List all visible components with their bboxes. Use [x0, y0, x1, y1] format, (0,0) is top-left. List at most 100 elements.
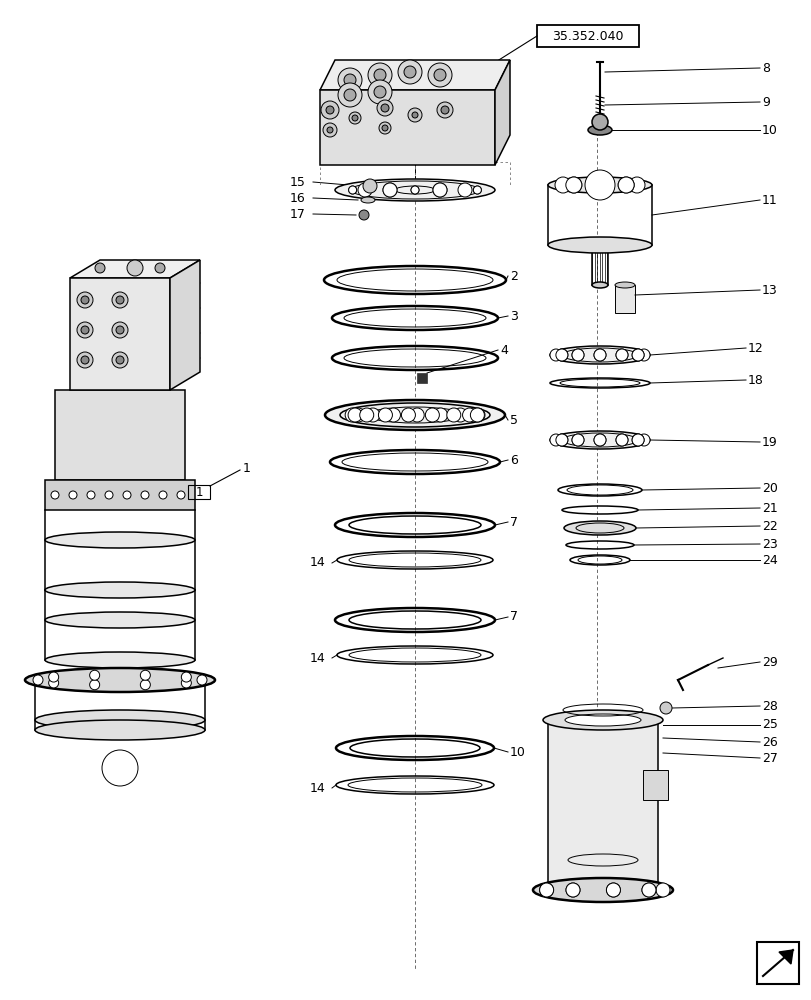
Ellipse shape [549, 346, 649, 364]
Polygon shape [70, 260, 200, 278]
Circle shape [51, 491, 59, 499]
Circle shape [366, 408, 380, 422]
Ellipse shape [614, 282, 634, 288]
Text: 16: 16 [290, 192, 306, 205]
Circle shape [440, 106, 448, 114]
Circle shape [549, 434, 561, 446]
Circle shape [410, 186, 418, 194]
Circle shape [637, 349, 649, 361]
Ellipse shape [45, 652, 195, 668]
Circle shape [33, 675, 43, 685]
Circle shape [348, 186, 356, 194]
Text: 17: 17 [290, 208, 306, 221]
Text: 15: 15 [290, 176, 306, 189]
Circle shape [571, 349, 583, 361]
Ellipse shape [361, 197, 375, 203]
Bar [417, 373, 427, 383]
Circle shape [349, 112, 361, 124]
Circle shape [127, 260, 143, 276]
Circle shape [584, 170, 614, 200]
Circle shape [473, 186, 481, 194]
Circle shape [348, 408, 362, 422]
Circle shape [616, 349, 627, 361]
Circle shape [351, 408, 365, 422]
Circle shape [606, 883, 620, 897]
Text: 14: 14 [310, 652, 325, 664]
Circle shape [49, 678, 58, 688]
Circle shape [381, 125, 388, 131]
Text: 30: 30 [431, 136, 448, 149]
Circle shape [631, 349, 643, 361]
Circle shape [556, 434, 567, 446]
Circle shape [358, 210, 368, 220]
Circle shape [565, 177, 581, 193]
Ellipse shape [45, 532, 195, 548]
Circle shape [159, 491, 167, 499]
Circle shape [69, 491, 77, 499]
Circle shape [81, 356, 89, 364]
Circle shape [177, 491, 185, 499]
Ellipse shape [35, 720, 204, 740]
Circle shape [594, 349, 605, 361]
Text: 8: 8 [761, 62, 769, 75]
Bar [614, 285, 634, 313]
Circle shape [345, 408, 358, 422]
Polygon shape [320, 90, 495, 165]
Circle shape [327, 127, 333, 133]
Circle shape [337, 83, 362, 107]
Circle shape [181, 672, 191, 682]
Circle shape [122, 491, 131, 499]
Ellipse shape [532, 878, 672, 902]
Text: 7: 7 [509, 610, 517, 624]
Bar [188, 485, 210, 499]
Circle shape [642, 883, 655, 897]
Circle shape [404, 66, 415, 78]
Polygon shape [495, 60, 509, 165]
Circle shape [594, 434, 605, 446]
Circle shape [427, 63, 452, 87]
Circle shape [376, 100, 393, 116]
Circle shape [591, 177, 607, 193]
Circle shape [616, 434, 627, 446]
Circle shape [95, 263, 105, 273]
Circle shape [466, 408, 480, 422]
Text: 20: 20 [761, 482, 777, 494]
Circle shape [432, 183, 446, 197]
Circle shape [556, 349, 567, 361]
Circle shape [140, 670, 150, 680]
Circle shape [565, 883, 579, 897]
Bar [756, 942, 798, 984]
Circle shape [81, 296, 89, 304]
Circle shape [470, 408, 484, 422]
Text: 29: 29 [761, 656, 777, 668]
Circle shape [181, 678, 191, 688]
Circle shape [617, 177, 633, 193]
Text: 11: 11 [761, 194, 777, 207]
Circle shape [77, 292, 93, 308]
Circle shape [397, 60, 422, 84]
Circle shape [81, 326, 89, 334]
Circle shape [425, 408, 439, 422]
Bar [642, 770, 667, 800]
Circle shape [374, 86, 385, 98]
Circle shape [348, 186, 356, 194]
Circle shape [378, 408, 392, 422]
Circle shape [383, 183, 397, 197]
Circle shape [155, 263, 165, 273]
Circle shape [411, 112, 418, 118]
Text: 10: 10 [509, 745, 526, 758]
Text: 12: 12 [747, 342, 763, 355]
Text: 35.352.040: 35.352.040 [551, 30, 623, 43]
Circle shape [323, 123, 337, 137]
Ellipse shape [324, 400, 504, 430]
Ellipse shape [591, 114, 607, 130]
Text: 1: 1 [195, 486, 203, 498]
Circle shape [539, 883, 553, 897]
Circle shape [606, 883, 620, 897]
Circle shape [112, 352, 128, 368]
Text: 14: 14 [310, 782, 325, 794]
Circle shape [89, 680, 100, 690]
Polygon shape [778, 950, 792, 964]
Circle shape [655, 883, 669, 897]
Text: 25: 25 [761, 718, 777, 731]
